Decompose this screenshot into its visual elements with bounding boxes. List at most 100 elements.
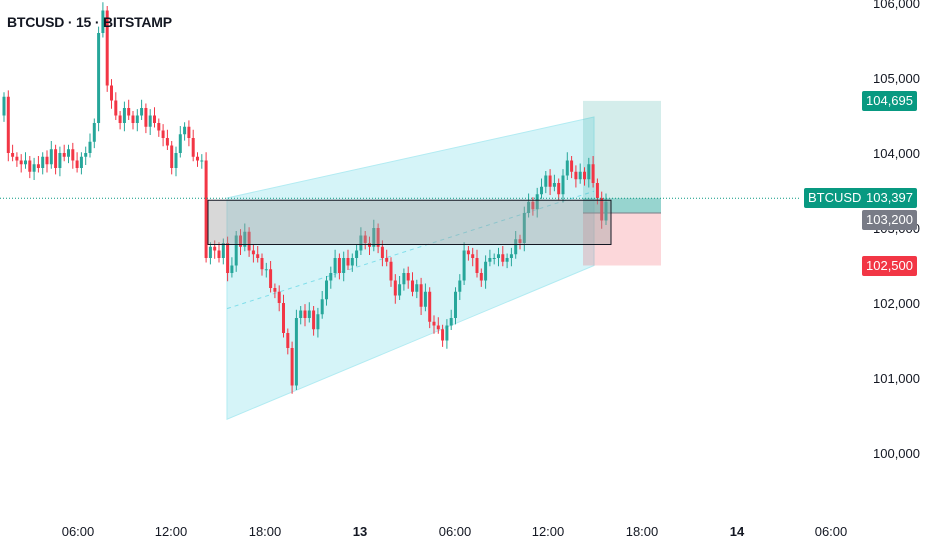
candle-body (213, 246, 217, 251)
candle-body (15, 156, 19, 161)
candle-body (303, 310, 307, 318)
zone-box (207, 199, 612, 245)
candle-body (226, 243, 230, 273)
current-price-tag: 103,397 (862, 188, 917, 209)
candle-body (41, 156, 45, 168)
candle-body (544, 175, 548, 187)
candle-body (355, 250, 359, 258)
candle-body (540, 186, 543, 195)
candle-body (488, 258, 492, 262)
candle-body (183, 126, 187, 135)
price-axis-label: 104,000 (873, 146, 920, 161)
candle-body (196, 156, 199, 161)
candle-body (260, 258, 264, 270)
candle-body (208, 246, 212, 258)
time-axis-label: 06:00 (815, 524, 848, 539)
candle-body (282, 303, 285, 333)
candle-body (221, 243, 225, 258)
candle-body (411, 280, 414, 292)
candle-body (462, 250, 466, 281)
candle-body (234, 235, 238, 266)
candle-body (570, 160, 574, 172)
price-axis[interactable]: 100,000101,000102,000103,000104,000105,0… (873, 0, 920, 461)
candlesticks (2, 2, 608, 394)
candle-body (604, 201, 608, 221)
candle-body (239, 235, 242, 247)
candle-body (466, 250, 470, 255)
candle-body (583, 171, 586, 180)
candle-body (535, 194, 539, 210)
candle-body (479, 273, 483, 281)
candle-body (372, 228, 376, 247)
candle-body (565, 160, 569, 176)
candle-body (92, 123, 96, 142)
time-axis-label: 18:00 (249, 524, 282, 539)
candle-body (277, 291, 281, 303)
candle-body (45, 156, 49, 165)
symbol-price-label: BTCUSD (804, 188, 866, 209)
candle-body (393, 280, 397, 296)
candle-body (595, 183, 599, 198)
candle-body (273, 288, 277, 292)
candle-body (264, 269, 268, 271)
candle-body (157, 123, 161, 131)
candle-body (101, 10, 105, 33)
long-position[interactable] (583, 100, 661, 266)
time-axis-label: 13 (353, 524, 367, 539)
entry-price-tag: 103,200 (862, 210, 917, 231)
time-axis-label: 06:00 (439, 524, 472, 539)
candle-body (591, 164, 595, 183)
candle-body (449, 318, 453, 326)
candle-body (251, 250, 255, 255)
candle-body (587, 164, 591, 180)
candle-body (67, 149, 70, 157)
candle-body (445, 325, 449, 341)
parallel-channel[interactable] (226, 116, 595, 421)
candle-body (548, 175, 552, 187)
candle-body (376, 228, 380, 247)
candle-body (574, 171, 578, 180)
candle-body (79, 156, 83, 168)
candle-body (552, 183, 556, 187)
candle-body (187, 126, 191, 138)
candle-body (337, 258, 341, 273)
candle-body (527, 201, 531, 213)
candle-body (505, 258, 509, 262)
candle-body (290, 348, 294, 386)
candle-body (230, 265, 234, 273)
candle-body (406, 273, 410, 281)
candle-body (484, 261, 488, 281)
candle-body (148, 115, 152, 127)
candle-body (346, 258, 350, 266)
candle-body (423, 291, 427, 307)
candle-body (419, 284, 423, 307)
candle-body (557, 183, 561, 195)
candle-body (320, 299, 324, 315)
candle-body (333, 258, 337, 273)
entry-zone-rectangle[interactable] (207, 199, 612, 245)
loss-zone (583, 213, 661, 266)
candle-body (84, 153, 88, 157)
candle-body (19, 160, 23, 165)
time-axis-label: 14 (730, 524, 745, 539)
candle-body (398, 284, 402, 296)
candle-body (217, 250, 221, 258)
candle-body (2, 96, 6, 116)
candle-body (32, 164, 36, 172)
candle-body (97, 33, 101, 123)
candle-body (522, 213, 526, 243)
candle-body (436, 325, 440, 330)
candle-body (497, 254, 500, 258)
candle-body (359, 235, 363, 251)
candle-body (135, 115, 139, 123)
candle-body (127, 108, 131, 116)
time-axis[interactable]: 06:00 12:00 18:00 13 06:00 12:00 18:00 14 06:00 (62, 524, 848, 539)
candle-body (165, 138, 169, 146)
candle-body (316, 314, 320, 330)
candle-body (153, 115, 156, 123)
candle-body (561, 175, 565, 195)
candle-body (140, 108, 144, 116)
candle-body (11, 153, 15, 157)
candle-body (75, 160, 79, 168)
